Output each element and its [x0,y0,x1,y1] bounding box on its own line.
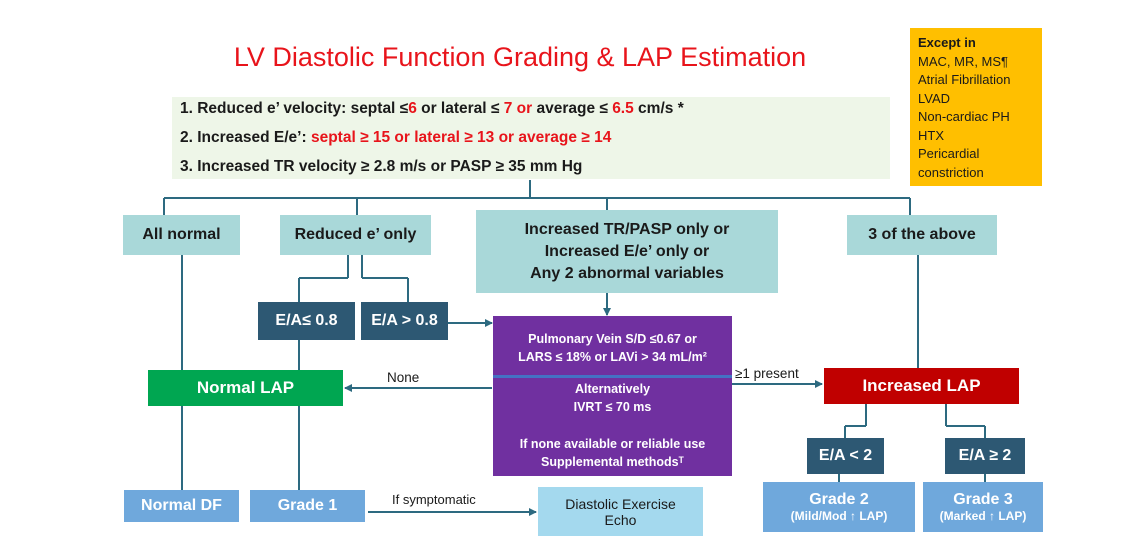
grade-3-sublabel: (Marked ↑ LAP) [939,509,1027,523]
increased-variables-box: Increased TR/PASP only or Increased E/e’… [476,210,778,293]
assessment-line: Supplemental methodsᵀ [541,455,684,469]
ea-low-box: E/A≤ 0.8 [258,302,355,340]
page-title: LV Diastolic Function Grading & LAP Esti… [233,42,807,72]
exception-item: HTX [918,127,944,143]
grade-3-label: Grade 3 [953,491,1013,508]
increased-lap-box: Increased LAP [824,368,1019,404]
ea-lt2-box: E/A < 2 [807,438,884,474]
criterion-1: 1. Reduced e’ velocity: septal ≤6 or lat… [180,100,684,117]
assessment-line: If none available or reliable use [519,437,706,451]
edge-label-none: None [387,370,420,385]
exception-item: Pericardial [918,146,980,161]
normal-lap-box: Normal LAP [148,370,343,406]
exception-item: MAC, MR, MS¶ [918,53,1009,69]
echo-line: Echo [604,511,637,528]
normal-df-box: Normal DF [124,490,239,522]
exception-item: Non-cardiac PH [918,109,1010,124]
criterion-2: 2. Increased E/e’: septal ≥ 15 or latera… [180,129,612,146]
increased-line: Any 2 abnormal variables [530,264,724,282]
edge-label-symptomatic: If symptomatic [392,492,476,507]
exception-item: Atrial Fibrillation [918,72,1011,87]
increased-line: Increased E/e’ only or [544,242,710,260]
criterion-3: 3. Increased TR velocity ≥ 2.8 m/s or PA… [180,158,583,175]
edge-label-present: ≥1 present [735,366,799,381]
exception-item: LVAD [918,90,951,106]
ea-ge2-box: E/A ≥ 2 [945,438,1025,474]
grade-2-label: Grade 2 [809,491,869,508]
exception-item: constriction [918,164,984,180]
grade-1-box: Grade 1 [250,490,365,522]
assessment-line: IVRT ≤ 70 ms [573,400,652,414]
grade-3-box: Grade 3 (Marked ↑ LAP) [923,482,1043,532]
grade-2-sublabel: (Mild/Mod ↑ LAP) [790,509,888,523]
exceptions-heading: Except in [918,35,976,50]
all-normal-box: All normal [123,215,240,255]
assessment-divider [493,375,732,378]
reduced-e-only-box: Reduced e’ only [280,215,431,255]
assessment-line: Pulmonary Vein S/D ≤0.67 or [528,332,697,346]
three-above-box: 3 of the above [847,215,997,255]
grade-2-box: Grade 2 (Mild/Mod ↑ LAP) [763,482,915,532]
assessment-line: Alternatively [574,382,651,396]
lap-assessment-box: Pulmonary Vein S/D ≤0.67 or LARS ≤ 18% o… [493,316,732,476]
exceptions-box: Except in MAC, MR, MS¶ Atrial Fibrillati… [910,28,1042,186]
diastolic-exercise-echo-box: Diastolic Exercise Echo [538,487,703,536]
echo-line: Diastolic Exercise [565,495,676,512]
criteria-panel: 1. Reduced e’ velocity: septal ≤6 or lat… [172,97,890,179]
increased-line: Increased TR/PASP only or [524,220,730,238]
ea-high-box: E/A > 0.8 [361,302,448,340]
assessment-line: LARS ≤ 18% or LAVi > 34 mL/m² [518,350,707,364]
